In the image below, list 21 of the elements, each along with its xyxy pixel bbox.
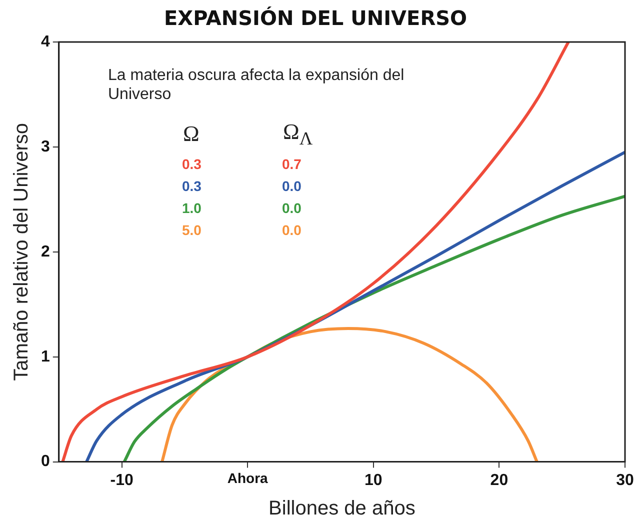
x-tick-label: 30 [616, 472, 634, 489]
y-axis-title: Tamaño relativo del Universo [10, 122, 33, 381]
y-tick-label: 3 [40, 138, 50, 156]
x-tick-label: -10 [110, 472, 134, 489]
x-tick-label: Ahora [227, 470, 268, 486]
chart-title: EXPANSIÓN DEL UNIVERSO [164, 6, 468, 30]
x-tick-label: 10 [364, 472, 382, 489]
y-tick-label: 4 [40, 33, 50, 50]
text: 0.3 0.7 [182, 156, 302, 172]
y-tick-label: 1 [40, 348, 50, 366]
annotation: La materia oscura afecta la expansión del Universo [108, 66, 406, 104]
y-tick-label: 2 [40, 243, 50, 260]
x-axis-title: Billones de años [268, 498, 416, 520]
text: 1.0 0.0 [182, 200, 302, 216]
x-tick-label: 20 [490, 472, 508, 489]
text: 5.0 0.0 [182, 222, 302, 238]
annotation: Ω [182, 120, 200, 148]
y-tick-label: 0 [40, 453, 50, 470]
text: 0.3 0.0 [182, 178, 302, 194]
annotation: Ω$_{Λ}$ [282, 118, 314, 150]
line-series [61, 42, 570, 462]
